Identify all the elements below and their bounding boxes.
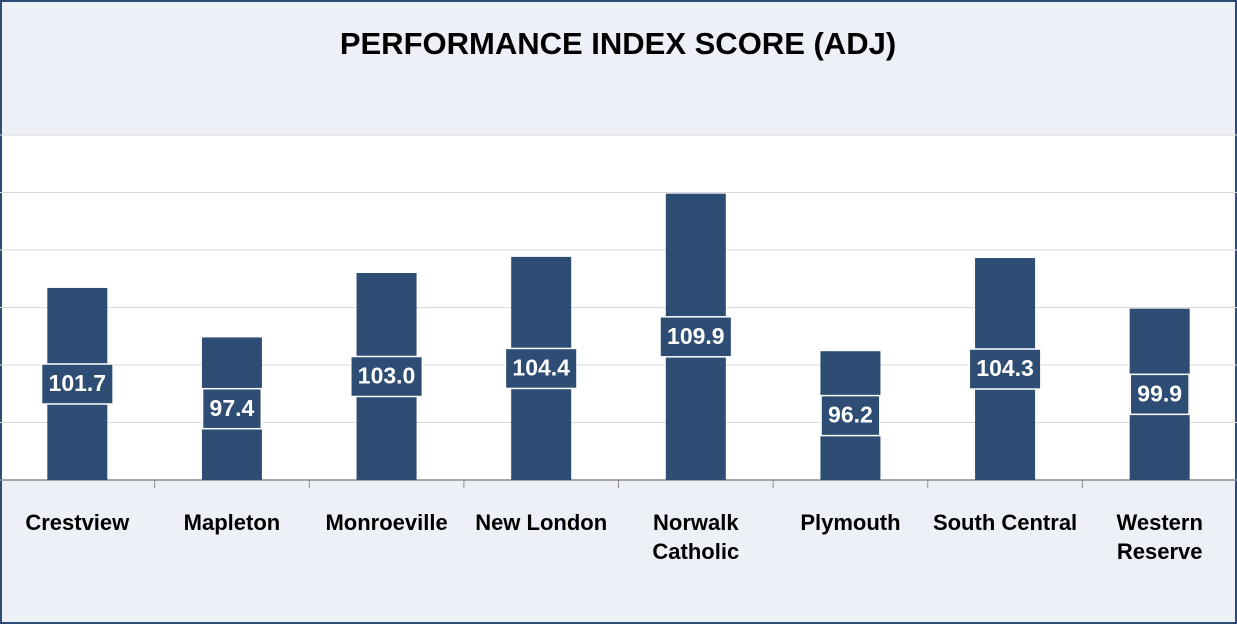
- value-label-box: [968, 348, 1042, 390]
- x-tick-label: New London: [475, 510, 608, 535]
- value-label-box: [201, 387, 263, 430]
- x-tick-label: Crestview: [25, 510, 130, 535]
- value-label: 104.4: [512, 355, 570, 381]
- x-tick-label: Monroeville: [325, 510, 448, 535]
- value-label-box: [1129, 373, 1190, 416]
- x-tick-label: Mapleton: [183, 510, 281, 535]
- value-label-box: [40, 363, 114, 405]
- value-label-box: [820, 394, 881, 437]
- x-tick-label: South Central: [932, 510, 1078, 535]
- value-label-box: [350, 355, 424, 398]
- value-label: 104.3: [976, 355, 1034, 381]
- value-label: 97.4: [210, 395, 255, 421]
- value-label: 101.7: [49, 370, 107, 396]
- value-label-box: [659, 316, 733, 358]
- x-tick-label: Plymouth: [800, 510, 901, 535]
- value-label: 96.2: [828, 402, 873, 428]
- value-label-box: [504, 347, 578, 390]
- value-label: 109.9: [667, 323, 725, 349]
- x-tick-label: Norwalk Catholic: [652, 510, 740, 564]
- x-tick-label: Western Reserve: [1116, 510, 1203, 564]
- value-label: 103.0: [358, 363, 416, 389]
- value-label: 99.9: [1137, 380, 1182, 406]
- chart-title: PERFORMANCE INDEX SCORE (ADJ): [340, 26, 896, 61]
